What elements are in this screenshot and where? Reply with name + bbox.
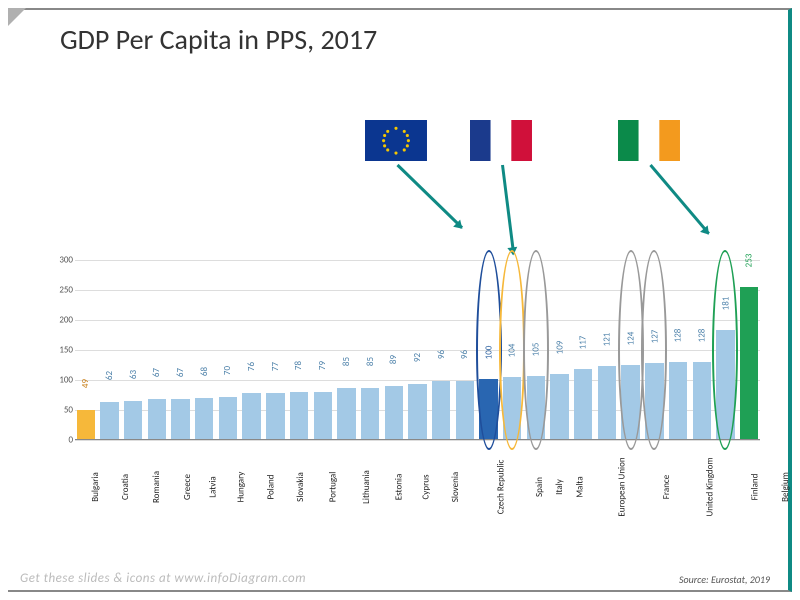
bar — [171, 399, 189, 439]
bar — [100, 402, 118, 439]
bar-value: 109 — [554, 340, 565, 354]
bar-value: 96 — [459, 350, 470, 359]
bar — [574, 369, 592, 439]
source-citation: Source: Eurostat, 2019 — [679, 573, 770, 586]
ireland-flag — [618, 120, 680, 160]
bar-value: 127 — [649, 329, 660, 343]
slide-title: GDP Per Capita in PPS, 2017 — [60, 22, 377, 57]
x-label: Belgium — [780, 472, 791, 502]
x-label: Portugal — [327, 472, 338, 503]
bar — [716, 330, 734, 439]
bar-value: 121 — [601, 333, 612, 347]
bar-value: 128 — [673, 329, 684, 343]
bar-value: 253 — [744, 254, 755, 268]
bar-value: 79 — [317, 361, 328, 370]
y-tick: 50 — [64, 405, 73, 416]
bar — [361, 388, 379, 439]
bar-value: 67 — [175, 368, 186, 377]
bar-value: 92 — [412, 353, 423, 362]
bar-value: 67 — [151, 368, 162, 377]
y-tick: 150 — [59, 345, 73, 356]
y-tick: 0 — [68, 435, 73, 446]
bar — [124, 401, 142, 439]
bar — [385, 386, 403, 439]
x-label: United Kingdom — [704, 457, 715, 516]
bar — [337, 388, 355, 439]
bar-value: 96 — [436, 350, 447, 359]
y-tick: 250 — [59, 285, 73, 296]
bar — [527, 376, 545, 439]
x-label: Romania — [151, 471, 162, 503]
plot-area: 49 62 63 67 67 68 70 76 77 78 79 85 85 89 92 96 96 100 104… — [75, 260, 760, 440]
bar — [195, 398, 213, 439]
bar-value: 63 — [128, 370, 139, 379]
bar — [148, 399, 166, 439]
x-label: Slovenia — [451, 472, 462, 502]
x-label: Finland — [749, 474, 760, 501]
bar-value: 104 — [507, 343, 518, 357]
eu-flag — [365, 120, 427, 160]
bar — [621, 365, 639, 439]
y-tick: 100 — [59, 375, 73, 386]
x-label: France — [661, 475, 672, 499]
bar — [266, 393, 284, 439]
bar — [219, 397, 237, 439]
x-axis-labels: BulgariaCroatiaRomaniaGreeceLatviaHungar… — [75, 442, 760, 453]
bar-value: 77 — [270, 362, 281, 371]
bar — [242, 393, 260, 439]
bar — [432, 381, 450, 439]
bar — [740, 287, 758, 439]
x-label: Slovakia — [295, 472, 306, 502]
bar — [645, 363, 663, 439]
bar — [314, 392, 332, 439]
y-tick: 300 — [59, 255, 73, 266]
bar — [693, 362, 711, 439]
bar-value: 76 — [246, 362, 257, 371]
gdp-bar-chart: 050100150200250300 496263676768707677787… — [40, 260, 760, 530]
x-label: Poland — [265, 474, 276, 499]
x-label: Italy — [554, 479, 565, 495]
footer-watermark: Get these slides & icons at www.infoDiag… — [20, 571, 306, 586]
bar — [456, 381, 474, 439]
bar — [669, 362, 687, 439]
bar — [598, 366, 616, 439]
france-flag — [470, 120, 532, 160]
x-label: Bulgaria — [90, 472, 101, 502]
bar-value: 117 — [578, 335, 589, 349]
bar — [550, 374, 568, 439]
x-label: Cyprus — [421, 475, 432, 500]
bar-value: 89 — [388, 355, 399, 364]
x-label: Croatia — [120, 474, 131, 500]
x-label: Malta — [575, 476, 586, 497]
bar-value: 85 — [341, 357, 352, 366]
bar — [77, 410, 95, 439]
bar-value: 128 — [696, 329, 707, 343]
bar-value: 49 — [80, 379, 91, 388]
bar-value: 124 — [625, 331, 636, 345]
x-label: European Union — [617, 457, 628, 516]
y-axis: 050100150200250300 — [40, 260, 75, 440]
bar — [479, 379, 497, 439]
bar-value: 70 — [222, 366, 233, 375]
y-tick: 200 — [59, 315, 73, 326]
x-label: Spain — [534, 477, 545, 497]
bar — [503, 377, 521, 439]
bar — [408, 384, 426, 439]
corner-triangle-icon — [8, 8, 26, 26]
bar — [290, 392, 308, 439]
x-label: Greece — [182, 474, 193, 500]
x-label: Lithuania — [361, 470, 372, 504]
bar-value: 181 — [720, 297, 731, 311]
bar-value: 62 — [104, 371, 115, 380]
bar-value: 85 — [365, 357, 376, 366]
x-label: Hungary — [236, 472, 247, 503]
bar-value: 78 — [294, 361, 305, 370]
bar-value: 105 — [530, 343, 541, 357]
x-label: Estonia — [393, 474, 404, 501]
x-label: Czech Republic — [495, 460, 506, 515]
x-label: Latvia — [207, 476, 218, 497]
bar-value: 100 — [483, 346, 494, 360]
bar-value: 68 — [199, 367, 210, 376]
